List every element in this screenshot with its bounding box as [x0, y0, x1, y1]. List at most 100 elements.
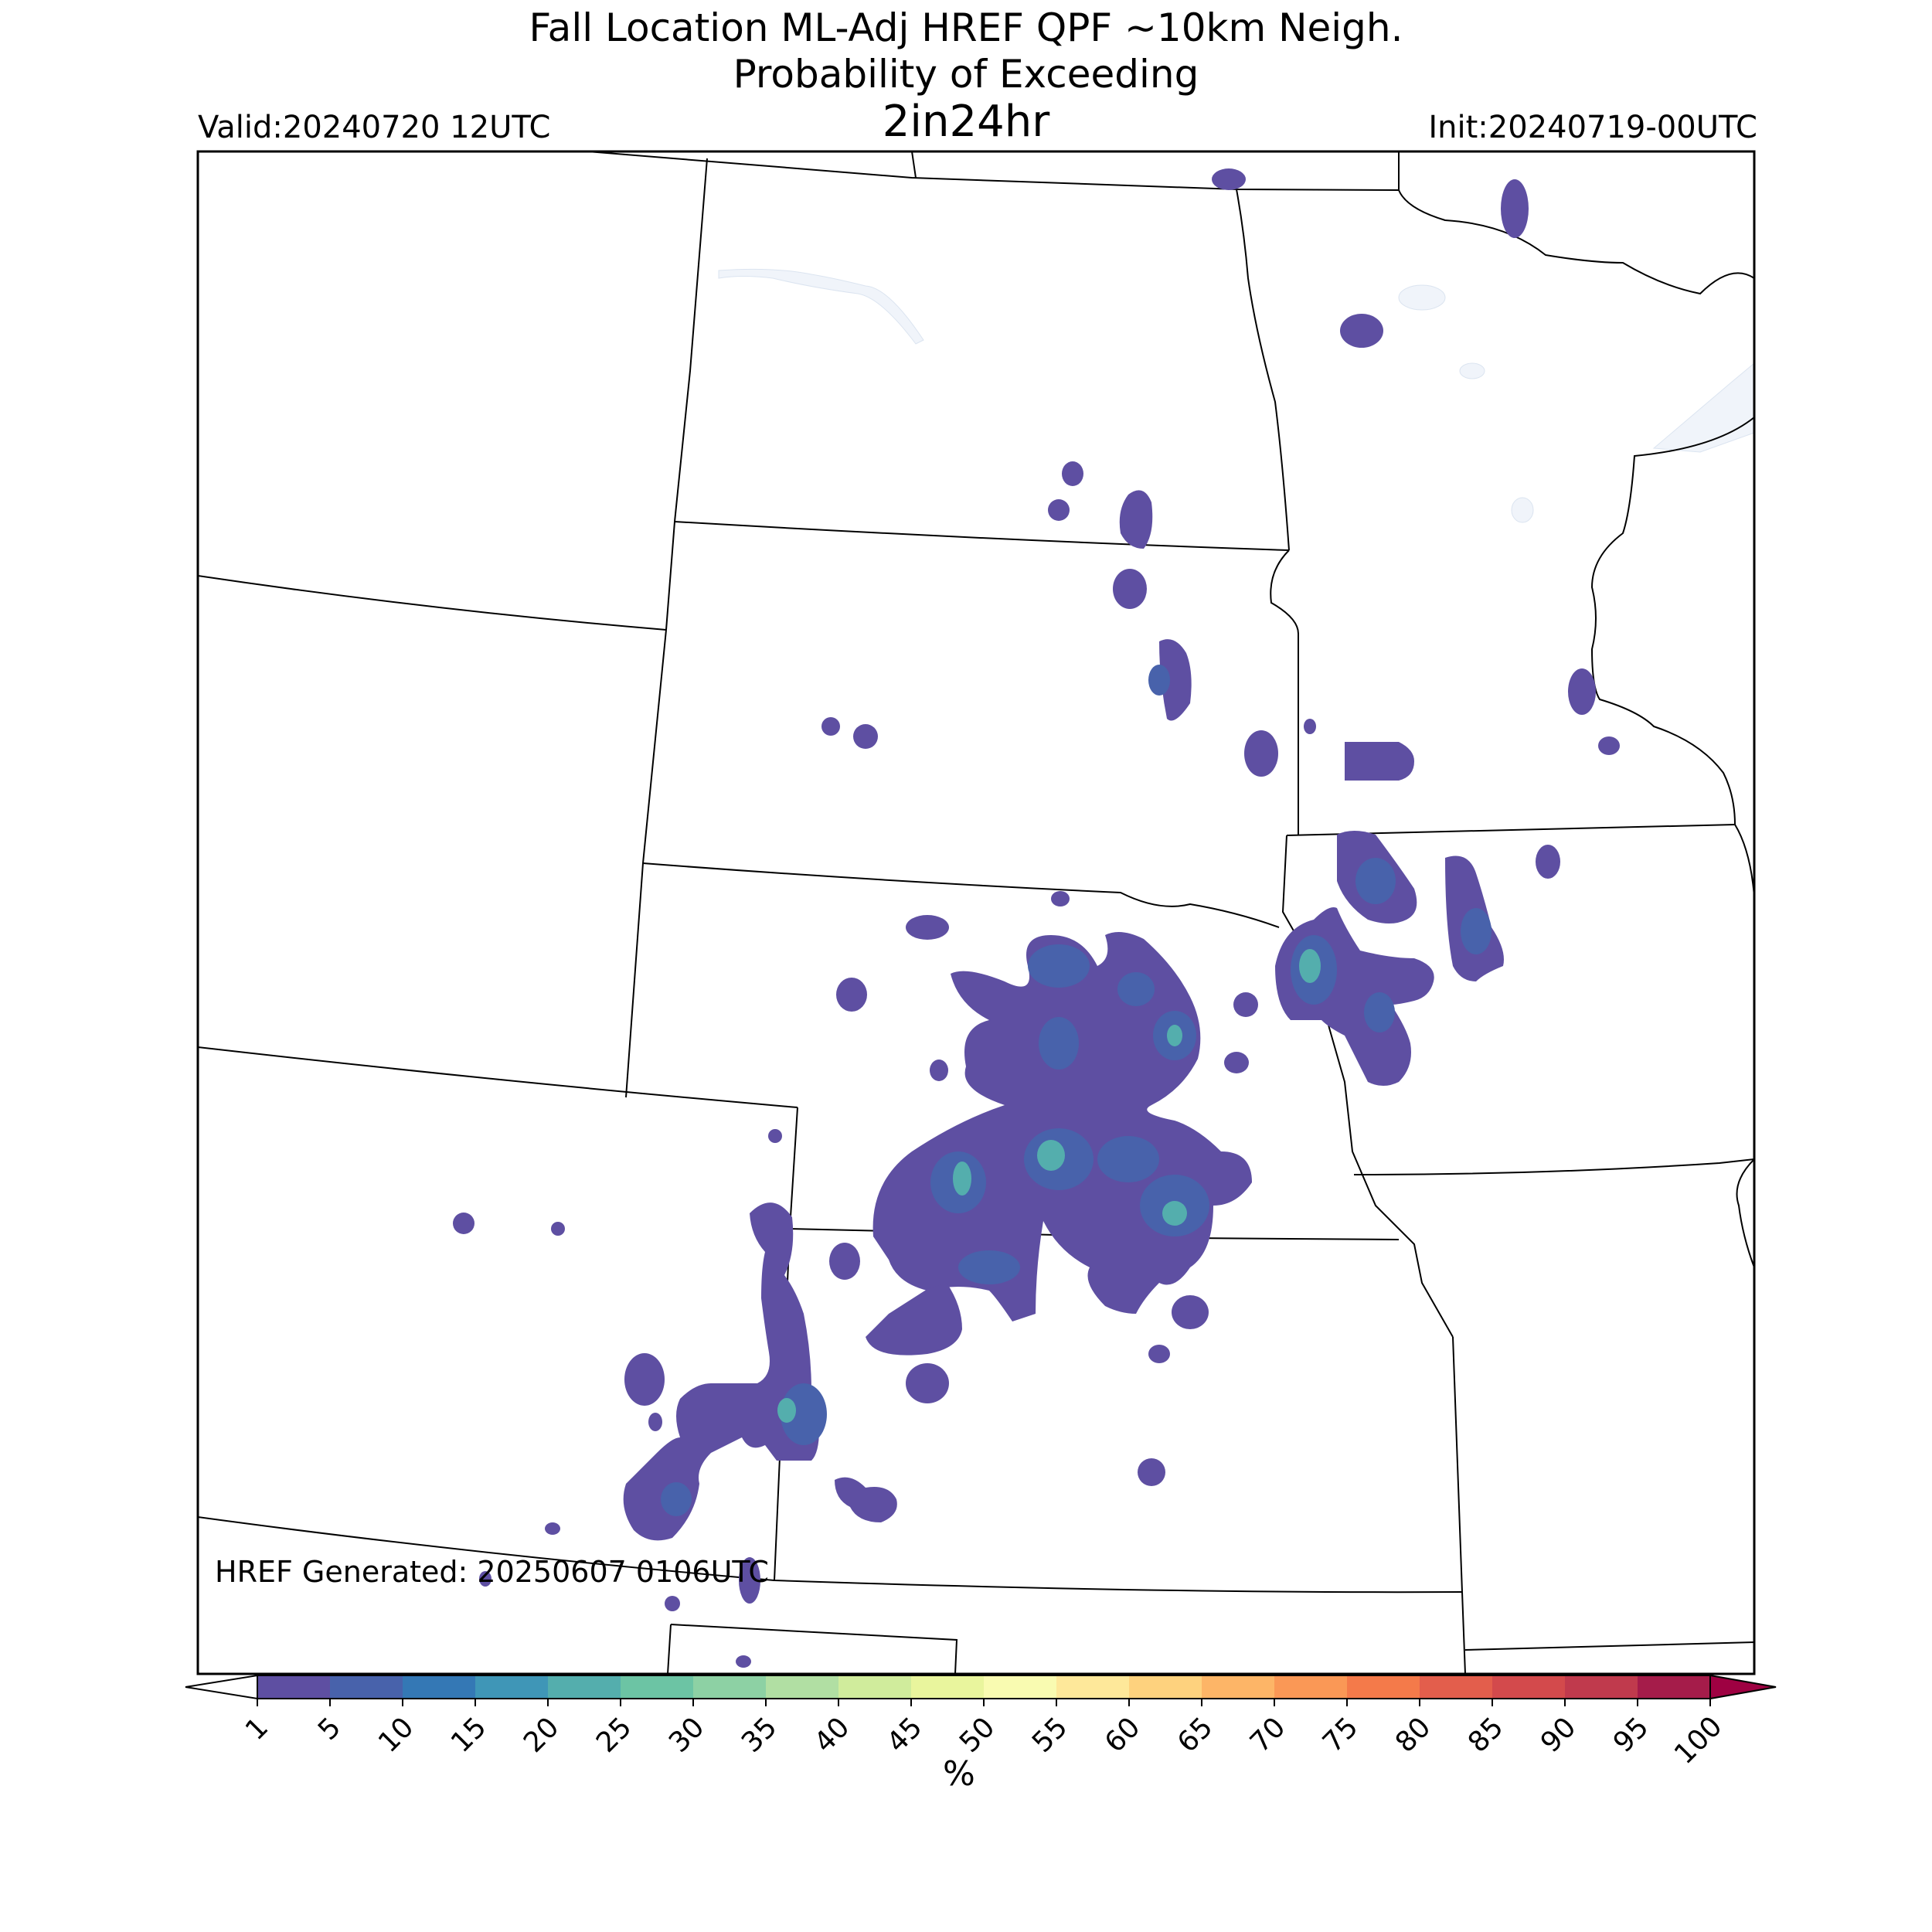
precip-area-ks-6	[835, 1477, 897, 1522]
colorbar-segment	[1347, 1675, 1420, 1699]
border-ks-mo	[1452, 1336, 1466, 1674]
precip-core-15	[1148, 665, 1170, 696]
lake-superior	[1652, 362, 1754, 453]
precip-core-2	[1039, 1017, 1079, 1070]
precip-area-ok-1	[739, 1557, 760, 1604]
precip-area-ks-3	[1148, 1345, 1170, 1363]
precip-area-sd-2	[1119, 490, 1153, 549]
precip-area-canada	[1501, 179, 1529, 238]
colorbar-segment	[693, 1675, 767, 1699]
lake-mille-lacs	[1511, 497, 1534, 523]
precip-area-co-3	[551, 1222, 565, 1236]
precip-area-sd-3	[1113, 569, 1147, 609]
border-nd-mn	[1236, 189, 1290, 551]
precip-area-sd-4	[1244, 730, 1278, 777]
precip-peak-2	[777, 1398, 796, 1423]
colorbar-segment	[1492, 1675, 1566, 1699]
precip-peak-3	[953, 1162, 971, 1196]
precip-area-top	[1212, 168, 1246, 190]
precip-core-14	[1461, 908, 1492, 954]
precip-area-ne-2	[836, 978, 867, 1012]
colorbar-segment	[475, 1675, 549, 1699]
map-content	[198, 151, 1754, 1674]
precip-area-southwest	[623, 1202, 822, 1541]
colorbar-segment	[1202, 1675, 1275, 1699]
colorbar-over-arrow	[1709, 1674, 1777, 1700]
precip-core-7	[1097, 1136, 1159, 1182]
precip-area-ne-3	[1233, 992, 1258, 1017]
colorbar-segment	[403, 1675, 476, 1699]
colorbar-segment	[1565, 1675, 1638, 1699]
border-ok-left	[667, 1624, 672, 1674]
border-canada	[587, 151, 1400, 191]
generated-time: HREF Generated: 20250607 0106UTC	[215, 1555, 769, 1589]
border-co-nm	[198, 1516, 775, 1581]
border-mo-ar	[1464, 1641, 1754, 1651]
precip-area-mn-1	[1345, 742, 1414, 781]
precip-area-co-6	[545, 1522, 560, 1535]
prob-15-20-percent	[777, 949, 1321, 1423]
probability-field	[453, 168, 1620, 1668]
border-ne-ks	[773, 1228, 1463, 1594]
precip-core-13	[1355, 858, 1396, 904]
colorbar-segment	[548, 1675, 621, 1699]
border-wi	[1398, 189, 1754, 295]
colorbar-segment	[838, 1675, 912, 1699]
precip-area-sd-6	[853, 724, 878, 749]
valid-time: Valid:20240720 12UTC	[198, 110, 551, 145]
title-line-3: 2in24hr	[882, 97, 1050, 147]
border-mt-wy	[198, 575, 667, 631]
border-mt-nd	[665, 158, 708, 631]
precip-area-ne-1	[906, 915, 949, 940]
precip-area-north	[866, 1283, 962, 1355]
precip-area-ks-2	[1172, 1295, 1209, 1329]
border-mn-wi	[1590, 417, 1754, 897]
precip-peak-1	[1299, 949, 1321, 983]
colorbar-segment	[911, 1675, 985, 1699]
precip-area-nd-1	[1062, 461, 1083, 486]
colorbar-segment	[1638, 1675, 1711, 1699]
precip-area-main	[872, 932, 1252, 1321]
border-sd-mn	[1270, 549, 1299, 835]
colorbar-segment	[984, 1675, 1057, 1699]
precip-area-ks-4	[906, 1363, 949, 1403]
precip-area-ia-1	[1304, 719, 1316, 734]
precip-peak-5	[1167, 1025, 1182, 1046]
precip-area-ks-5	[1138, 1458, 1165, 1486]
precip-area-wi	[1536, 845, 1560, 879]
colorbar-under-arrow	[185, 1674, 258, 1700]
border-sd-ne	[642, 862, 1280, 928]
precip-core-9	[958, 1250, 1020, 1284]
map-frame	[196, 150, 1756, 1675]
water-bodies	[718, 268, 1754, 523]
title-line-2: Probability of Exceeding	[733, 52, 1199, 97]
precip-area-ok-2	[736, 1655, 751, 1668]
colorbar-segment	[1056, 1675, 1130, 1699]
precip-area-mn-east	[1568, 668, 1596, 715]
colorbar	[185, 1674, 1777, 1706]
border-mt-ca	[911, 151, 917, 179]
missouri-river-lake	[718, 268, 924, 345]
precip-core-3	[1117, 972, 1155, 1006]
init-time: Init:20240719-00UTC	[1428, 110, 1757, 145]
precip-area-nd-2	[1048, 499, 1070, 521]
lake-leech	[1459, 362, 1485, 379]
colorbar-segment	[257, 1675, 331, 1699]
colorbar-segment	[1420, 1675, 1493, 1699]
border-ia-il	[1736, 1158, 1754, 1268]
precip-peak-6	[1162, 1201, 1187, 1226]
precip-area-nm-2	[665, 1596, 680, 1611]
precip-area-nm-1	[479, 1571, 492, 1587]
border-ok	[670, 1624, 958, 1674]
precip-core-12	[1364, 992, 1395, 1032]
precip-area-co-4	[768, 1129, 782, 1143]
border-wy-co	[198, 1046, 798, 1108]
colorbar-segment	[766, 1675, 839, 1699]
precip-area-co-2	[453, 1213, 474, 1234]
precip-core-1	[1028, 944, 1090, 988]
precip-core-16	[661, 1482, 692, 1516]
colorbar-segment	[621, 1675, 694, 1699]
precip-area-ne-5	[930, 1060, 948, 1081]
precip-area-sd-7	[1051, 891, 1070, 906]
